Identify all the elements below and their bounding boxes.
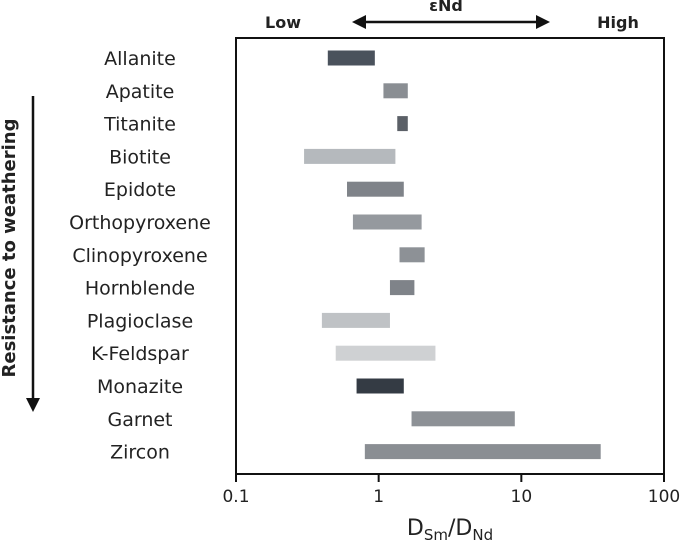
top-arrow-label: εNd (429, 0, 463, 15)
bar-plagioclase (321, 312, 390, 328)
label-monazite: Monazite (97, 376, 183, 398)
label-plagioclase: Plagioclase (87, 310, 193, 332)
bar-allanite (327, 50, 375, 66)
x-ticks: 0.1 1 10 100 (222, 474, 680, 507)
top-arrow: εNd Low High (265, 0, 639, 32)
bar-garnet (411, 411, 515, 427)
resistance-label: Resistance to weathering (0, 119, 20, 378)
bar-hornblende (389, 280, 415, 296)
bar-monazite (356, 378, 404, 394)
bar-orthopyroxene (352, 214, 422, 230)
bars (304, 50, 601, 460)
top-arrow-high: High (597, 13, 639, 32)
label-clinopyroxene: Clinopyroxene (72, 245, 207, 267)
label-allanite: Allanite (104, 48, 176, 70)
bar-biotite (304, 148, 396, 164)
bar-k-feldspar (335, 345, 436, 361)
x-tick-label-0: 0.1 (222, 487, 249, 507)
label-biotite: Biotite (109, 146, 171, 168)
label-apatite: Apatite (106, 81, 175, 103)
label-epidote: Epidote (104, 179, 176, 201)
label-k-feldspar: K-Feldspar (91, 343, 189, 365)
label-titanite: Titanite (103, 114, 176, 136)
label-hornblende: Hornblende (85, 278, 195, 300)
bar-clinopyroxene (399, 247, 425, 263)
x-tick-label-3: 100 (648, 487, 680, 507)
x-tick-label-1: 1 (373, 487, 384, 507)
label-orthopyroxene: Orthopyroxene (69, 212, 211, 234)
label-garnet: Garnet (107, 409, 172, 431)
plot-frame (235, 37, 665, 475)
bar-epidote (347, 181, 404, 197)
resistance-arrow: Resistance to weathering (0, 96, 40, 412)
top-arrow-low: Low (265, 13, 301, 32)
x-axis-title: DSm/DNd (407, 516, 493, 543)
top-arrow-left-head (352, 15, 366, 29)
bar-titanite (397, 116, 408, 132)
label-zircon: Zircon (110, 442, 170, 464)
resistance-arrow-head (26, 398, 40, 412)
top-arrow-right-head (536, 15, 550, 29)
mineral-labels: Allanite Apatite Titanite Biotite Epidote Ort… (69, 48, 211, 464)
bar-zircon (364, 444, 601, 460)
x-tick-label-2: 10 (511, 487, 533, 507)
bar-apatite (383, 83, 408, 99)
